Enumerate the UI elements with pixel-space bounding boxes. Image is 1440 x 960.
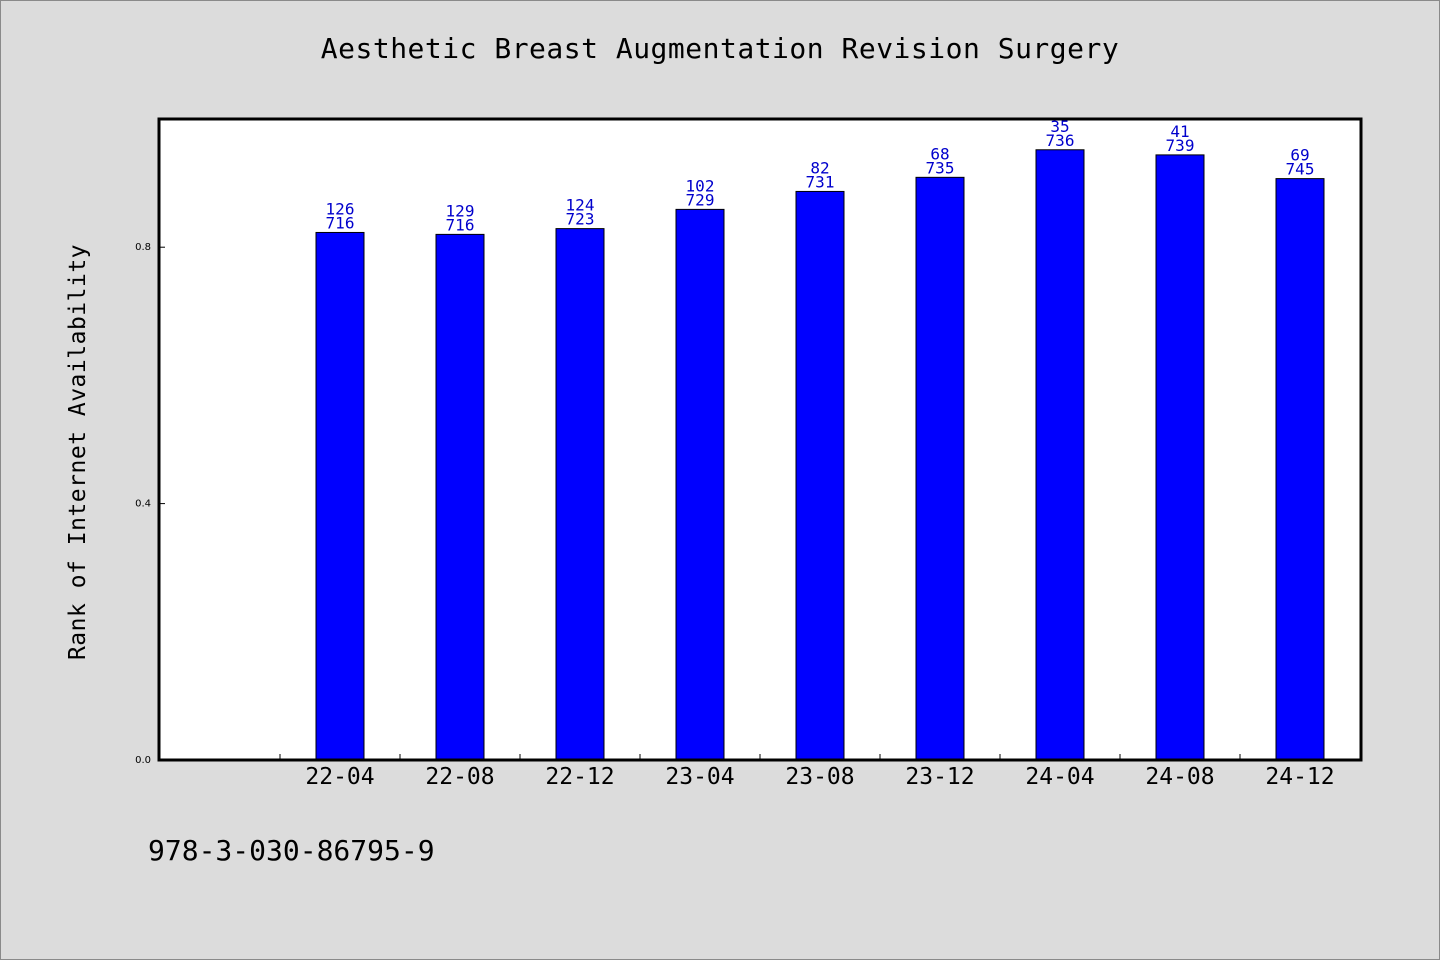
data-label-bottom-22-04: 716 — [326, 213, 355, 232]
x-tick-label-24-08: 24-08 — [1145, 764, 1214, 790]
x-tick-label-23-08: 23-08 — [785, 764, 854, 790]
footer-code: 978-3-030-86795-9 — [148, 834, 435, 867]
x-tick-label-22-08: 22-08 — [425, 764, 494, 790]
data-label-bottom-22-08: 716 — [446, 215, 475, 234]
y-tick-label-0.8: 0.8 — [135, 242, 151, 253]
data-label-bottom-23-04: 729 — [686, 190, 715, 209]
bar-22-04 — [315, 231, 365, 761]
chart-title: Aesthetic Breast Augmentation Revision S… — [320, 32, 1120, 65]
data-label-top-22-12: 124 — [566, 196, 595, 215]
data-label-bottom-24-04: 736 — [1046, 131, 1075, 150]
x-tick-label-24-04: 24-04 — [1025, 764, 1094, 790]
bars — [315, 149, 1325, 761]
bar-23-12 — [915, 176, 965, 761]
data-label-top-24-08: 41 — [1170, 122, 1189, 141]
x-ticks: 22-04 22-08 22-12 23-04 23-08 23-12 24-04 24-08… — [279, 754, 1361, 790]
data-label-bottom-22-12: 723 — [566, 210, 595, 229]
data-label-top-22-08: 129 — [446, 201, 475, 220]
data-label-top-22-04: 126 — [326, 199, 355, 218]
bar-24-08 — [1155, 154, 1205, 761]
x-tick-label-22-12: 22-12 — [545, 764, 614, 790]
bar-23-08 — [795, 190, 845, 761]
x-tick-label-23-12: 23-12 — [905, 764, 974, 790]
bar-22-08 — [435, 233, 485, 761]
data-label-top-23-04: 102 — [686, 176, 715, 195]
data-label-top-24-12: 69 — [1290, 146, 1309, 165]
bar-24-04 — [1035, 149, 1085, 761]
data-label-top-23-12: 68 — [930, 144, 949, 163]
x-tick-label-23-04: 23-04 — [665, 764, 734, 790]
data-label-bottom-23-08: 731 — [806, 172, 835, 191]
data-label-bottom-23-12: 735 — [926, 158, 955, 177]
data-label-bottom-24-08: 739 — [1166, 136, 1195, 155]
bar-24-12 — [1275, 178, 1325, 761]
y-tick-label-0.0: 0.0 — [135, 755, 151, 766]
bar-22-12 — [555, 228, 605, 761]
bar-23-04 — [675, 208, 725, 761]
y-tick-label-0.4: 0.4 — [135, 499, 151, 510]
x-tick-label-24-12: 24-12 — [1265, 764, 1334, 790]
data-label-top-24-04: 35 — [1050, 117, 1069, 136]
plot-border — [157, 117, 1363, 762]
data-label-top-23-08: 82 — [810, 158, 829, 177]
x-tick-label-22-04: 22-04 — [305, 764, 374, 790]
data-label-bottom-24-12: 745 — [1286, 160, 1315, 179]
